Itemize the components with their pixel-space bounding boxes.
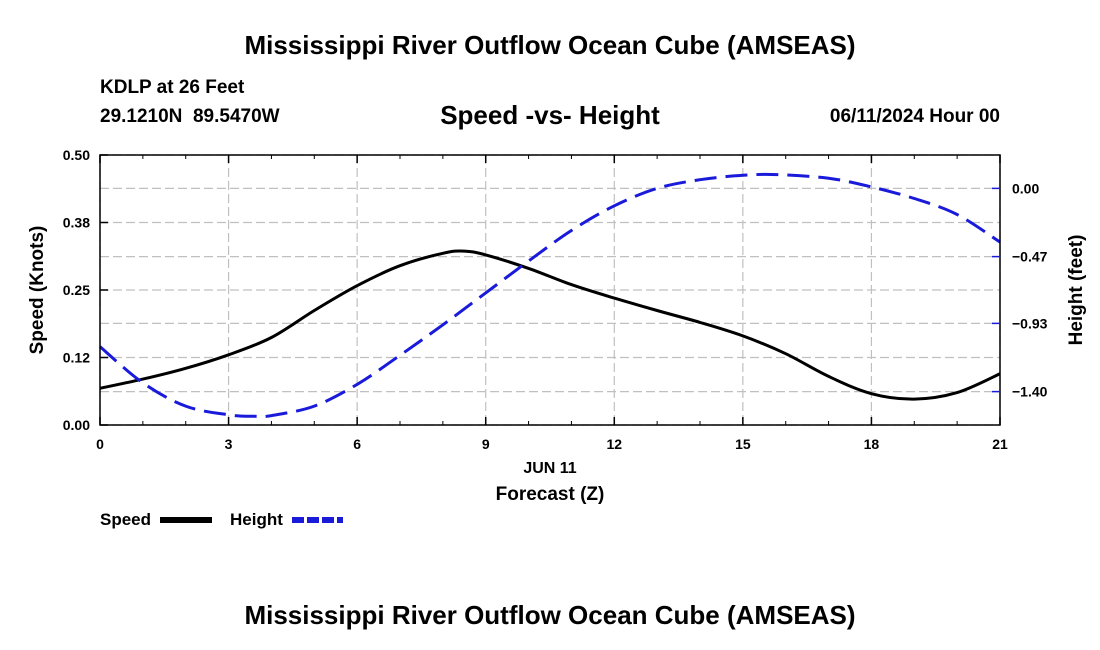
y-tick-label: 0.50 <box>63 147 90 163</box>
y-tick-label: 0.38 <box>63 215 90 231</box>
x-tick-label: 6 <box>353 436 361 452</box>
chart-title: Speed -vs- Height <box>440 100 660 130</box>
x-axis-title: Forecast (Z) <box>496 484 605 505</box>
y2-tick-label: −0.93 <box>1012 315 1048 331</box>
series-layer <box>99 172 1001 419</box>
date-label: JUN 11 <box>523 460 576 477</box>
y-tick-label: 0.12 <box>63 350 90 366</box>
y-tick-label: 0.00 <box>63 417 90 433</box>
y-axis-title: Speed (Knots) <box>27 226 48 355</box>
footer-title: Mississippi River Outflow Ocean Cube (AM… <box>244 600 856 630</box>
axis-ticks: 0 3 6 9 12 15 18 21 0.00 0.12 0.25 0.38 0.50 0.00 −0.4… <box>63 147 1048 452</box>
grid <box>99 154 1001 426</box>
x-tick-label: 18 <box>864 436 880 452</box>
station-label: KDLP at 26 Feet <box>100 77 245 98</box>
x-tick-label: 15 <box>735 436 751 452</box>
y2-axis-title: Height (feet) <box>1066 235 1087 346</box>
x-tick-label: 0 <box>96 436 104 452</box>
x-tick-label: 12 <box>606 436 622 452</box>
legend-speed-label: Speed <box>100 510 152 529</box>
coordinates-label: 29.1210N 89.5470W <box>100 106 280 127</box>
y2-tick-label: 0.00 <box>1012 180 1039 196</box>
main-title: Mississippi River Outflow Ocean Cube (AM… <box>244 30 856 60</box>
series-line-height <box>99 172 1001 419</box>
y2-tick-label: −0.47 <box>1012 249 1048 265</box>
forecast-datetime: 06/11/2024 Hour 00 <box>829 106 1000 127</box>
x-tick-label: 3 <box>225 436 233 452</box>
series-line-speed <box>99 249 1001 401</box>
x-tick-label: 9 <box>482 436 490 452</box>
y-tick-label: 0.25 <box>63 282 90 298</box>
x-tick-label: 21 <box>992 436 1008 452</box>
y2-tick-label: −1.40 <box>1012 384 1048 400</box>
legend-height-label: Height <box>230 510 283 529</box>
